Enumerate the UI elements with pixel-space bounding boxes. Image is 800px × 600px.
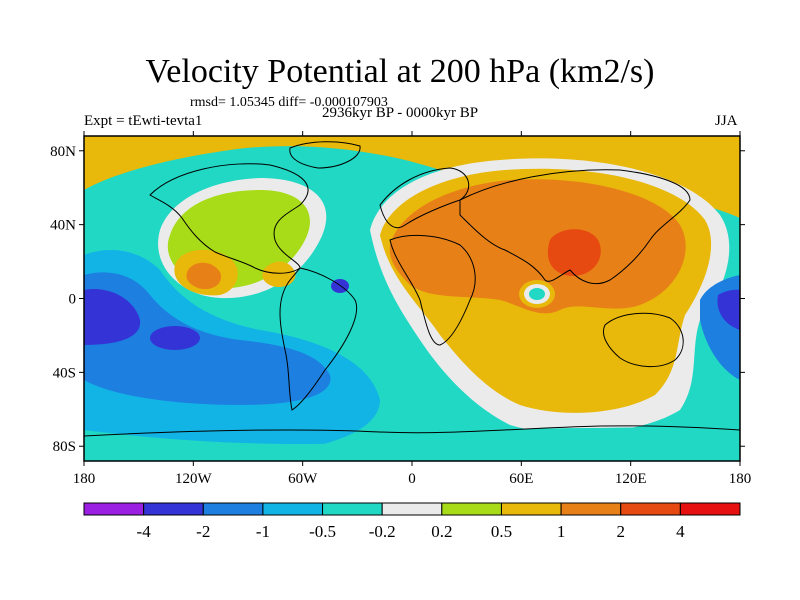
- lon-tick-label: 180: [73, 471, 96, 487]
- coast-antarctica: [84, 425, 740, 437]
- velocity-potential-field: [84, 136, 740, 461]
- colorbar-label: 0.5: [491, 522, 512, 541]
- lat-tick-label: 0: [69, 292, 77, 308]
- field-west-pacific-min: [717, 289, 740, 330]
- coast-south-america: [279, 267, 357, 411]
- field-pacific-negative: [84, 272, 331, 405]
- colorbar-label: 2: [616, 522, 625, 541]
- field-caribbean-positive: [262, 261, 296, 288]
- lon-tick-label: 180: [729, 471, 752, 487]
- latitude-axis: 80N 40N 0 40S 80S: [50, 144, 745, 455]
- field-east-positive: [389, 179, 686, 314]
- colorbar-label: 0.2: [431, 522, 452, 541]
- field-pacific-south-min: [150, 326, 200, 350]
- lat-tick-label: 40N: [50, 218, 76, 234]
- colorbar-swatch: [679, 502, 741, 516]
- season-label: JJA: [715, 113, 738, 129]
- lat-tick-label: 40S: [53, 365, 76, 381]
- lon-tick-label: 60W: [288, 471, 318, 487]
- period-label: 2936kyr BP - 0000kyr BP: [322, 105, 479, 121]
- colorbar-swatch: [381, 502, 443, 516]
- experiment-label: Expt = tEwti-tevta1: [84, 113, 203, 129]
- colorbar-label: 1: [557, 522, 566, 541]
- coast-africa: [389, 235, 476, 346]
- figure-title: Velocity Potential at 200 hPa (km2/s): [145, 53, 655, 90]
- colorbar-swatch: [83, 502, 145, 516]
- colorbar-swatch: [262, 502, 324, 516]
- lat-tick-label: 80S: [53, 439, 76, 455]
- coast-greenland: [289, 141, 361, 169]
- lat-tick-label: 80N: [50, 144, 76, 160]
- rmsd-diff-stats: rmsd= 1.05345 diff= -0.000107903: [190, 95, 388, 110]
- longitude-axis: 180 120W 60W 0 60E 120E 180: [73, 131, 752, 487]
- colorbar-swatch: [620, 502, 681, 516]
- lon-tick-label: 120W: [175, 471, 213, 487]
- field-east-max: [547, 229, 601, 276]
- colorbar-swatch: [202, 502, 264, 516]
- field-america-max: [186, 262, 221, 290]
- colorbar-label: -2: [196, 522, 210, 541]
- colorbar-label: -1: [256, 522, 270, 541]
- lon-tick-label: 120E: [615, 471, 647, 487]
- colorbar-swatch: [322, 502, 383, 516]
- field-southern-band: [84, 425, 740, 461]
- colorbar: -4 -2 -1 -0.5 -0.2 0.2 0.5 1 2 4: [83, 502, 741, 541]
- colorbar-swatch: [500, 502, 562, 516]
- colorbar-swatch: [560, 502, 622, 516]
- lon-tick-label: 0: [408, 471, 416, 487]
- colorbar-swatch: [441, 502, 502, 516]
- colorbar-label: -0.5: [309, 522, 336, 541]
- coastlines: [84, 141, 740, 437]
- indian-hole-center: [529, 288, 545, 300]
- lon-tick-label: 60E: [509, 471, 533, 487]
- coast-asia: [459, 169, 691, 285]
- coast-australia: [603, 312, 684, 367]
- colorbar-label: -4: [137, 522, 152, 541]
- colorbar-label: -0.2: [369, 522, 396, 541]
- colorbar-label: 4: [676, 522, 685, 541]
- coast-north-america: [149, 163, 309, 274]
- colorbar-swatch: [143, 502, 204, 516]
- field-pacific-west-min: [84, 289, 141, 345]
